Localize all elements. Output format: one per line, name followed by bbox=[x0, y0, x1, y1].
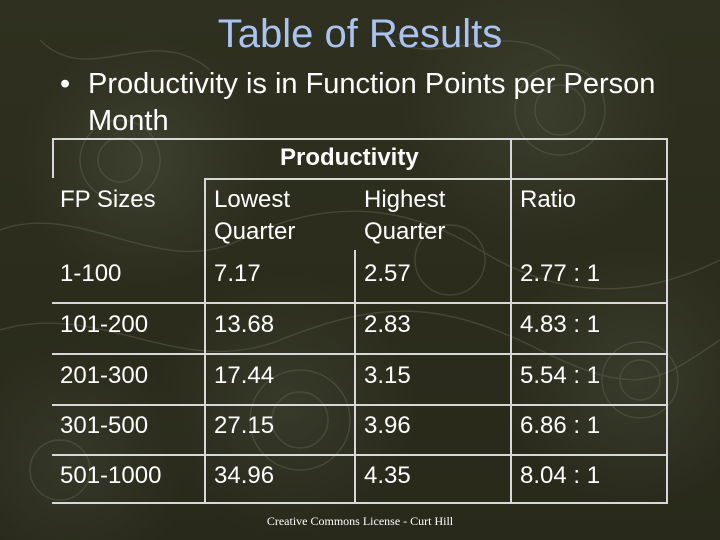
column-divider bbox=[354, 250, 356, 504]
row-5-size: 501-1000 bbox=[60, 462, 162, 489]
row-4-size: 301-500 bbox=[60, 412, 149, 439]
row-divider bbox=[52, 353, 668, 355]
productivity-group-header: Productivity bbox=[280, 144, 419, 171]
row-1-size: 1-100 bbox=[60, 260, 122, 287]
header-lowest-line1: Lowest bbox=[214, 186, 291, 213]
row-1-highest: 2.57 bbox=[364, 260, 411, 287]
table-border-bottom bbox=[52, 502, 668, 504]
row-3-lowest: 17.44 bbox=[214, 362, 275, 389]
row-divider bbox=[52, 302, 668, 304]
row-divider bbox=[52, 454, 668, 456]
row-4-lowest: 27.15 bbox=[214, 412, 275, 439]
header-fp-sizes: FP Sizes bbox=[60, 186, 156, 213]
row-1-lowest: 7.17 bbox=[214, 260, 261, 287]
row-5-ratio: 8.04 : 1 bbox=[520, 462, 601, 489]
row-3-size: 201-300 bbox=[60, 362, 149, 389]
header-highest-line1: Highest bbox=[364, 186, 446, 213]
row-2-ratio: 4.83 : 1 bbox=[520, 311, 601, 338]
column-divider bbox=[204, 178, 206, 504]
header-highest-line2: Quarter bbox=[364, 218, 446, 245]
row-4-ratio: 6.86 : 1 bbox=[520, 412, 601, 439]
row-5-lowest: 34.96 bbox=[214, 462, 275, 489]
row-1-ratio: 2.77 : 1 bbox=[520, 260, 601, 287]
row-divider bbox=[52, 404, 668, 406]
table-border-right bbox=[666, 138, 668, 504]
results-table: Productivity FP Sizes Lowest Quarter Hig… bbox=[52, 138, 668, 504]
row-3-ratio: 5.54 : 1 bbox=[520, 362, 601, 389]
table-border-left bbox=[52, 138, 54, 178]
row-4-highest: 3.96 bbox=[364, 412, 411, 439]
row-2-highest: 2.83 bbox=[364, 311, 411, 338]
table-border-top bbox=[52, 138, 668, 140]
slide-footer: Creative Commons License - Curt Hill bbox=[266, 514, 454, 528]
header-divider bbox=[204, 178, 668, 180]
column-divider bbox=[510, 138, 512, 504]
row-3-highest: 3.15 bbox=[364, 362, 411, 389]
row-2-lowest: 13.68 bbox=[214, 311, 275, 338]
header-lowest-line2: Quarter bbox=[214, 218, 296, 245]
header-ratio: Ratio bbox=[520, 186, 577, 213]
row-2-size: 101-200 bbox=[60, 311, 149, 338]
slide-title: Table of Results bbox=[217, 12, 503, 56]
row-5-highest: 4.35 bbox=[364, 462, 411, 489]
bullet-text: Productivity is in Function Points per P… bbox=[88, 68, 656, 137]
bullet-marker: • bbox=[60, 68, 71, 100]
